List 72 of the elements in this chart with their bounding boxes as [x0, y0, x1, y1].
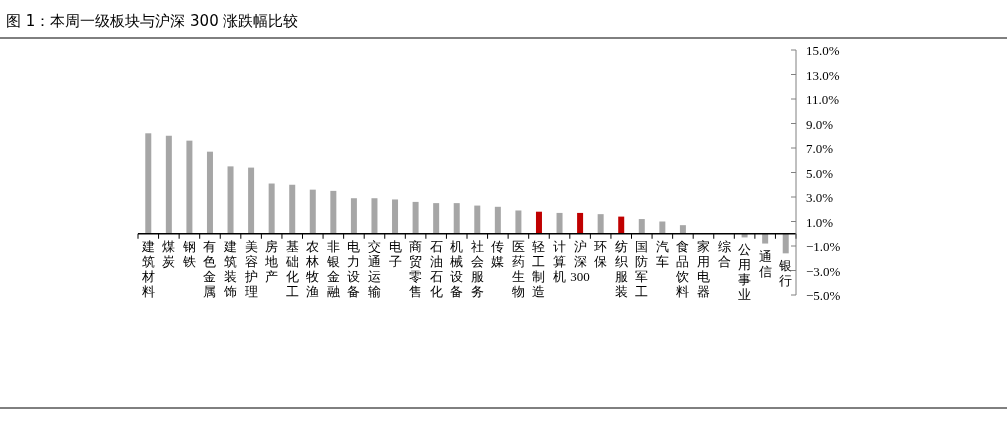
- bar: [248, 167, 255, 234]
- x-tick-label: 环保: [594, 238, 608, 269]
- x-tick-label: 国防军工: [635, 238, 649, 299]
- x-tick-label: 食品饮料: [675, 238, 690, 299]
- y-tick-label: −1.0%: [806, 239, 841, 254]
- y-tick-label: 11.0%: [806, 92, 840, 107]
- bar: [330, 190, 337, 234]
- x-tick-label: 计算机: [553, 238, 567, 284]
- bar: [350, 198, 357, 234]
- y-tick-label: 15.0%: [806, 43, 840, 58]
- bar: [145, 133, 152, 234]
- x-tick-label: 轻工制造: [532, 238, 546, 299]
- y-tick-label: 13.0%: [806, 67, 840, 83]
- x-tick-label: 汽车: [655, 238, 669, 269]
- x-tick-label: 医药生物: [511, 238, 525, 299]
- x-tick-label: 公用事业: [738, 242, 752, 303]
- bar: [494, 206, 501, 234]
- bar: [474, 205, 481, 234]
- x-tick-label: 石油石化: [429, 238, 443, 299]
- x-tick-label: 有色金属: [203, 238, 217, 299]
- y-tick-label: −3.0%: [806, 263, 841, 279]
- x-tick-label: 通信: [758, 248, 772, 279]
- x-tick-label: 建筑装饰: [223, 238, 238, 299]
- bar: [433, 203, 440, 234]
- x-tick-label: 交通运输: [367, 238, 381, 299]
- bar: [782, 233, 789, 254]
- x-tick-label: 电子: [388, 238, 402, 269]
- x-tick-label: 纺织服装: [614, 238, 628, 299]
- y-tick-label: −5.0%: [806, 288, 841, 303]
- x-tick-label: 综合: [717, 238, 731, 269]
- x-tick-label: 家用电器: [696, 238, 710, 299]
- bar: [392, 199, 399, 234]
- bar: [762, 233, 769, 244]
- bar: [515, 210, 522, 234]
- x-tick-label: 社会服务: [470, 238, 484, 299]
- y-tick-label: 3.0%: [806, 190, 834, 205]
- y-tick-label: 1.0%: [806, 214, 834, 230]
- bar: [618, 216, 625, 234]
- bar: [679, 225, 686, 234]
- x-tick-label: 银行: [778, 258, 793, 289]
- bar: [638, 219, 645, 234]
- bar: [206, 151, 213, 234]
- x-tick-label: 美容护理: [243, 238, 258, 299]
- bar: [186, 140, 193, 234]
- bar: [289, 184, 296, 234]
- y-tick-label: 9.0%: [806, 116, 834, 132]
- bar: [371, 198, 378, 234]
- x-tick-label: 传媒: [491, 238, 505, 269]
- bar: [597, 214, 604, 234]
- x-tick-label: 建筑材料: [140, 238, 155, 299]
- x-tick-label: 基础化工: [284, 238, 299, 299]
- x-tick-label: 沪深300: [570, 238, 590, 284]
- bar: [453, 203, 460, 234]
- y-tick-label: 7.0%: [806, 141, 834, 156]
- bar: [268, 183, 275, 234]
- x-tick-label: 钢铁: [181, 238, 196, 269]
- x-tick-label: 机械设备: [450, 238, 464, 299]
- bar: [227, 166, 234, 234]
- x-tick-label: 房地产: [264, 238, 279, 284]
- x-tick-label: 农林牧渔: [305, 238, 320, 299]
- chart-title: 图 1：本周一级板块与沪深 300 涨跌幅比较: [6, 12, 299, 30]
- x-tick-label: 煤炭: [162, 238, 176, 269]
- bar: [309, 189, 316, 234]
- x-tick-label: 商贸零售: [409, 238, 423, 299]
- bar: [535, 211, 542, 234]
- bar: [556, 212, 563, 234]
- bar: [165, 135, 172, 234]
- x-tick-label: 非银金融: [325, 238, 340, 299]
- bar: [577, 212, 584, 234]
- y-tick-label: 5.0%: [806, 165, 834, 181]
- bar: [412, 201, 419, 234]
- x-tick-label: 电力设备: [347, 238, 361, 299]
